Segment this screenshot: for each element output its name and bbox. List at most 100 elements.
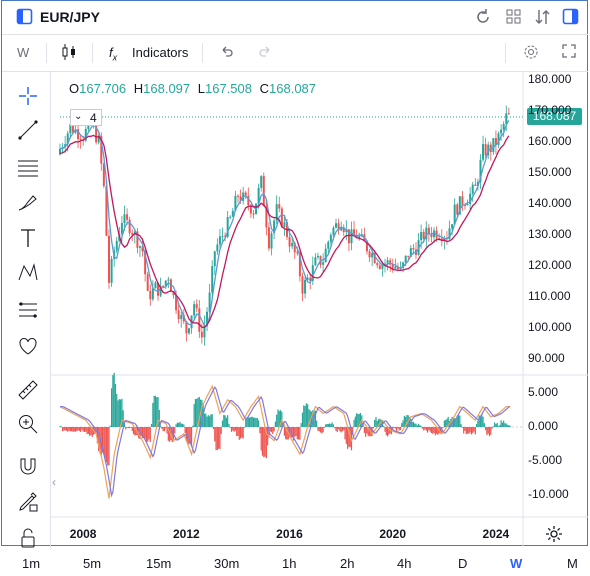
legend-collapse-button[interactable]: ⌄ 4 bbox=[70, 109, 102, 126]
histogram-bar bbox=[178, 422, 180, 427]
candle-body bbox=[66, 133, 69, 145]
measure-lines-icon[interactable] bbox=[16, 298, 40, 322]
histogram-bar bbox=[203, 413, 206, 427]
histogram-bar bbox=[477, 420, 479, 427]
grid-icon[interactable] bbox=[505, 8, 523, 26]
histogram-bar bbox=[148, 427, 150, 440]
histogram-bar bbox=[504, 423, 506, 427]
candle-body bbox=[347, 229, 350, 244]
indicators-button[interactable]: Indicators bbox=[132, 45, 189, 60]
candle-body bbox=[337, 223, 340, 231]
histogram-bar bbox=[192, 425, 194, 427]
histogram-bar bbox=[328, 423, 331, 427]
candles-icon[interactable] bbox=[61, 43, 77, 64]
histogram-bar bbox=[481, 414, 483, 427]
pattern-icon[interactable] bbox=[16, 261, 40, 285]
sidebar-icon[interactable] bbox=[16, 8, 34, 26]
candle-body bbox=[229, 216, 232, 218]
candle-body bbox=[198, 308, 201, 332]
crosshair-icon[interactable] bbox=[16, 84, 40, 108]
histogram-bar bbox=[161, 427, 163, 429]
ruler-icon[interactable] bbox=[16, 378, 40, 402]
candle-body bbox=[275, 204, 278, 221]
histogram-bar bbox=[129, 427, 131, 429]
histogram-bar bbox=[319, 427, 322, 433]
horizontal-lines-icon[interactable] bbox=[16, 155, 40, 179]
time-axis-settings-icon[interactable] bbox=[545, 525, 563, 548]
magnet-icon[interactable] bbox=[16, 455, 40, 479]
undo-icon[interactable] bbox=[220, 44, 234, 61]
histogram-bar bbox=[166, 427, 168, 434]
histogram-bar bbox=[85, 427, 87, 432]
redo-icon[interactable] bbox=[258, 44, 272, 61]
brush-icon[interactable] bbox=[16, 190, 40, 214]
timeframe-4h[interactable]: 4h bbox=[397, 556, 412, 571]
fullscreen-icon[interactable] bbox=[562, 44, 576, 61]
histogram-bar bbox=[388, 427, 390, 435]
timeframe-w[interactable]: W bbox=[510, 556, 523, 571]
timeframe-d[interactable]: D bbox=[458, 556, 468, 571]
histogram-bar bbox=[229, 427, 231, 428]
sort-icon[interactable] bbox=[534, 8, 552, 26]
oscillator-line bbox=[59, 384, 511, 499]
padlock-icon[interactable] bbox=[16, 526, 40, 550]
candle-body bbox=[420, 231, 423, 241]
histogram-bar bbox=[455, 418, 457, 427]
histogram-bar bbox=[60, 426, 62, 428]
histogram-bar bbox=[163, 427, 166, 432]
histogram-bar bbox=[205, 413, 207, 427]
timeframe-30m[interactable]: 30m bbox=[214, 556, 240, 571]
histogram-bar bbox=[269, 427, 271, 432]
histogram-bar bbox=[445, 419, 447, 427]
timeframe-15m[interactable]: 15m bbox=[146, 556, 172, 571]
histogram-bar bbox=[263, 427, 265, 458]
histogram-bar bbox=[80, 427, 82, 432]
lock-drawing-icon[interactable] bbox=[16, 490, 40, 514]
text-icon[interactable] bbox=[16, 226, 40, 250]
histogram-bar bbox=[344, 427, 346, 440]
price-tick-label: 150.000 bbox=[528, 165, 572, 179]
candle-body bbox=[164, 280, 167, 286]
histogram-bar bbox=[220, 427, 222, 434]
histogram-bar bbox=[508, 424, 510, 427]
histogram-bar bbox=[243, 427, 246, 428]
time-tick-label: 2008 bbox=[69, 527, 97, 541]
timeframe-1m[interactable]: 1m bbox=[22, 556, 41, 571]
trend-line-icon[interactable] bbox=[16, 118, 40, 142]
timeframe-2h[interactable]: 2h bbox=[340, 556, 355, 571]
price-chart[interactable] bbox=[2, 1, 588, 546]
settings-icon[interactable] bbox=[523, 44, 539, 63]
candle-body bbox=[407, 255, 410, 257]
histogram-bar bbox=[345, 427, 347, 444]
timeframe-m[interactable]: M bbox=[567, 556, 578, 571]
histogram-bar bbox=[461, 427, 464, 428]
histogram-bar bbox=[408, 417, 411, 427]
histogram-bar bbox=[61, 427, 64, 432]
histogram-bar bbox=[250, 416, 252, 427]
timeframe-5m[interactable]: 5m bbox=[83, 556, 102, 571]
refresh-icon[interactable] bbox=[474, 8, 492, 26]
histogram-bar bbox=[248, 417, 251, 427]
histogram-bar bbox=[460, 424, 462, 427]
histogram-bar bbox=[143, 427, 145, 438]
histogram-bar bbox=[81, 427, 83, 430]
time-tick-label: 2020 bbox=[379, 527, 407, 541]
symbol-title[interactable]: EUR/JPY bbox=[40, 9, 100, 25]
candle-body bbox=[273, 220, 276, 234]
histogram-bar bbox=[228, 423, 230, 427]
heart-icon[interactable] bbox=[16, 334, 40, 358]
histogram-bar bbox=[472, 427, 474, 434]
panel-icon[interactable] bbox=[562, 8, 580, 26]
ma-fast-line bbox=[59, 119, 510, 328]
histogram-bar bbox=[292, 427, 295, 441]
timeframe-1h[interactable]: 1h bbox=[282, 556, 297, 571]
candle-body bbox=[257, 187, 260, 204]
candle-body bbox=[288, 236, 291, 247]
histogram-bar bbox=[175, 424, 177, 427]
candle-body bbox=[260, 176, 263, 188]
histogram-bar bbox=[67, 427, 69, 432]
interval-button[interactable]: W bbox=[17, 45, 30, 60]
histogram-bar bbox=[492, 426, 494, 428]
collapse-toolbar-icon[interactable]: ‹ bbox=[52, 475, 56, 489]
zoom-in-icon[interactable] bbox=[16, 412, 40, 436]
